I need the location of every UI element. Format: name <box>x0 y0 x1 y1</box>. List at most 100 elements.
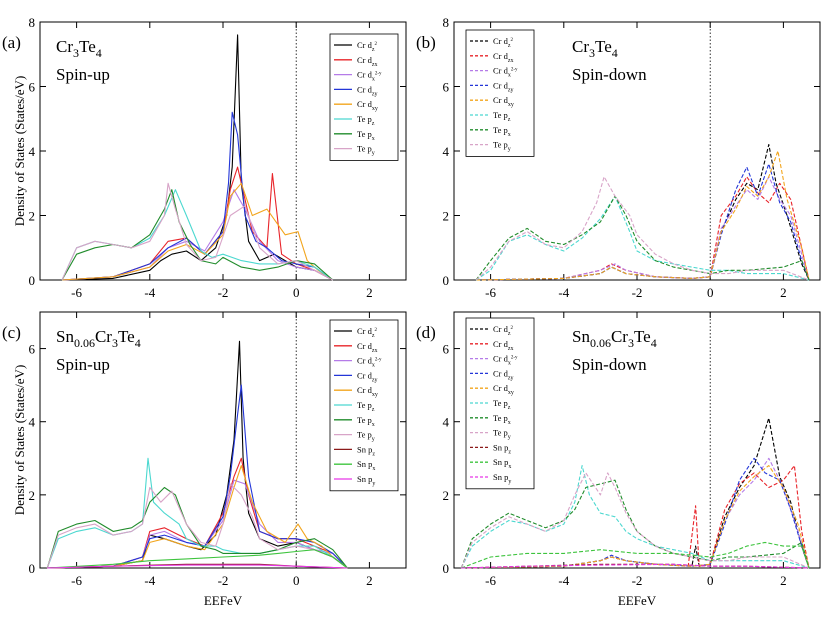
legend-entry: Cr dx2-y <box>357 356 382 369</box>
panel-label: (d) <box>416 323 436 342</box>
series-line <box>461 457 810 569</box>
series-line <box>61 182 334 281</box>
panel-label: (c) <box>2 323 21 342</box>
x-tick-label: 2 <box>366 285 373 300</box>
x-tick-label: -6 <box>485 285 496 300</box>
series-line <box>460 472 810 569</box>
legend-entry: Te px <box>357 129 375 142</box>
series-line <box>61 166 334 281</box>
y-tick-label: 0 <box>29 273 36 288</box>
series-line <box>475 195 810 281</box>
legend-entry: Sn pz <box>493 442 511 455</box>
legend-entry: Cr dzx <box>493 51 514 64</box>
legend-entry: Cr dzy <box>357 370 378 383</box>
x-axis-label: EEFeV <box>618 593 657 608</box>
legend-entry: Cr dzy <box>493 368 514 381</box>
y-tick-label: 2 <box>29 209 36 224</box>
legend-entry: Te py <box>493 428 511 441</box>
panel-subtitle: Spin-down <box>572 65 647 84</box>
y-tick-label: 4 <box>29 144 36 159</box>
legend-entry: Te py <box>357 144 375 157</box>
y-tick-label: 0 <box>443 561 450 576</box>
x-tick-label: 0 <box>293 573 300 588</box>
series-line <box>461 465 810 569</box>
legend-entry: Cr dxy <box>357 385 378 398</box>
dos-panel-d: -6 -4 -2 0 2 0 2 4 6 (d) Sn0.06Cr3Te4 Spin-down Cr d… <box>416 311 821 608</box>
series-line <box>475 163 810 281</box>
series-line <box>475 150 810 281</box>
y-tick-label: 8 <box>29 15 36 30</box>
legend: Cr dz2 Cr dzx Cr dx2-yCr dzy Cr dxy Te pz Te … <box>465 317 535 490</box>
legend-entry: Sn px <box>493 457 511 470</box>
legend-entry: Cr dz2 <box>357 40 378 53</box>
y-tick-label: 2 <box>443 488 450 503</box>
y-tick-label: 6 <box>29 342 36 357</box>
x-tick-label: 0 <box>293 285 300 300</box>
x-tick-label: -4 <box>558 285 569 300</box>
x-tick-label: -4 <box>144 573 155 588</box>
y-tick-label: 4 <box>443 415 450 430</box>
legend-entry: Te px <box>357 415 375 428</box>
legend-entry: Cr dz2 <box>357 326 378 339</box>
legend-entry: Cr dzx <box>357 55 378 68</box>
series-line <box>61 111 334 281</box>
panel-subtitle: Spin-up <box>56 355 110 374</box>
x-tick-label: 2 <box>780 573 787 588</box>
series-line <box>475 176 810 281</box>
y-tick-label: 4 <box>443 144 450 159</box>
series-line <box>461 563 810 569</box>
x-tick-label: 2 <box>366 573 373 588</box>
panel-subtitle: Spin-down <box>572 355 647 374</box>
series-line <box>461 541 810 569</box>
x-tick-label: -4 <box>558 573 569 588</box>
x-tick-label: 0 <box>707 573 714 588</box>
dos-panel-c: -6 -4 -2 0 2 0 2 4 6 (c) Sn0.06Cr3Te4 Spin-up Cr dz2… <box>2 311 407 608</box>
legend-entry: Te px <box>493 413 511 426</box>
y-tick-label: 4 <box>29 415 36 430</box>
series-line <box>475 143 810 281</box>
legend-entry: Cr dzy <box>493 80 514 93</box>
legend-box <box>465 29 535 157</box>
panel-subtitle: Spin-up <box>56 65 110 84</box>
y-tick-label: 0 <box>29 561 36 576</box>
y-tick-label: 0 <box>443 273 450 288</box>
legend-entry: Te py <box>357 430 375 443</box>
legend-entry: Sn py <box>357 474 375 487</box>
legend-entry: Te py <box>493 140 511 153</box>
x-tick-label: -6 <box>71 285 82 300</box>
y-tick-label: 8 <box>443 15 450 30</box>
y-axis-label: Density of States (States/eV) <box>12 365 27 516</box>
series-line <box>61 189 334 281</box>
y-tick-label: 2 <box>443 209 450 224</box>
legend-entry: Cr dx2-y <box>357 70 382 83</box>
series-line <box>475 176 810 281</box>
y-axis-label: Density of States (States/eV) <box>12 76 27 227</box>
series-line <box>460 479 810 569</box>
x-axis-label: EEFeV <box>204 593 243 608</box>
x-tick-label: -2 <box>632 285 643 300</box>
legend-entry: Cr dzx <box>357 341 378 354</box>
legend-entry: Cr dx2-y <box>493 354 518 367</box>
legend-entry: Cr dz2 <box>493 324 514 337</box>
series-line <box>47 564 348 569</box>
x-tick-label: -2 <box>632 573 643 588</box>
panel-title: Sn0.06Cr3Te4 <box>56 327 141 350</box>
series-line <box>475 195 810 281</box>
panel-title: Cr3Te4 <box>572 37 618 60</box>
legend-entry: Sn py <box>493 472 511 485</box>
legend-entry: Sn pz <box>357 444 375 457</box>
legend-entry: Te pz <box>357 400 375 413</box>
series-line <box>47 465 348 569</box>
legend: Cr dz2 Cr dzx Cr dx2-yCr dzy Cr dxy Te pz Te … <box>329 33 399 161</box>
legend: Cr dz2 Cr dzx Cr dx2-yCr dzy Cr dxy Te pz Te … <box>465 29 535 157</box>
legend: Cr dz2 Cr dzx Cr dx2-yCr dzy Cr dxy Te pz Te … <box>329 319 399 492</box>
legend-entry: Cr dxy <box>493 95 514 108</box>
x-tick-label: -4 <box>144 285 155 300</box>
series-line <box>47 549 348 569</box>
panel-title: Cr3Te4 <box>56 37 102 60</box>
series-line <box>61 189 334 281</box>
x-tick-label: -2 <box>218 573 229 588</box>
